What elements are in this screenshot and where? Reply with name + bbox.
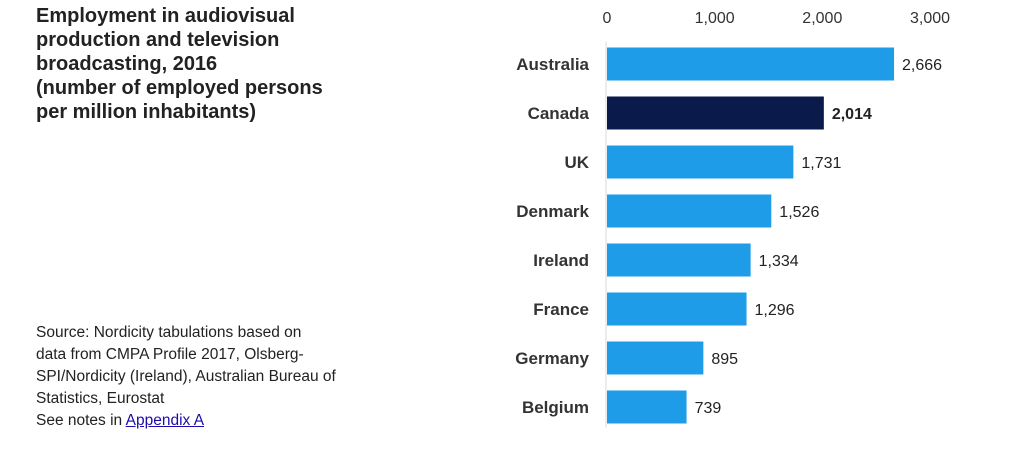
bar-denmark <box>607 194 772 228</box>
notes-line: See notes in Appendix A <box>36 410 366 432</box>
x-tick-label: 2,000 <box>802 10 842 27</box>
category-label: Denmark <box>516 202 589 221</box>
bar-france <box>607 292 747 326</box>
category-label: Canada <box>528 104 590 123</box>
source-note: Source: Nordicity tabulations based on d… <box>36 322 366 432</box>
title-line: production and television <box>36 29 280 51</box>
source-line: data from CMPA Profile 2017, Olsberg- <box>36 346 304 363</box>
value-label: 895 <box>711 351 738 368</box>
bar-germany <box>607 341 704 375</box>
title-line: Employment in audiovisual <box>36 5 295 27</box>
value-label: 1,334 <box>759 253 799 270</box>
x-tick-label: 0 <box>603 10 612 27</box>
category-label: Ireland <box>533 251 589 270</box>
bar-ireland <box>607 243 751 277</box>
value-label: 2,666 <box>902 57 942 74</box>
category-label: France <box>533 300 589 319</box>
title-line: per million inhabitants) <box>36 101 257 123</box>
value-label: 1,296 <box>755 302 795 319</box>
category-label: Belgium <box>522 398 589 417</box>
x-tick-label: 3,000 <box>910 10 950 27</box>
title-line: (number of employed persons <box>36 77 323 99</box>
appendix-a-link[interactable]: Appendix A <box>125 412 205 429</box>
source-line: Source: Nordicity tabulations based on <box>36 324 302 341</box>
bar-australia <box>607 47 895 81</box>
category-label: Germany <box>515 349 589 368</box>
value-label: 1,731 <box>801 155 841 172</box>
bar-canada <box>607 96 824 130</box>
bar-uk <box>607 145 794 179</box>
source-line: Statistics, Eurostat <box>36 390 165 407</box>
value-label: 1,526 <box>779 204 819 221</box>
notes-prefix: See notes in <box>36 412 126 429</box>
source-line: SPI/Nordicity (Ireland), Australian Bure… <box>36 368 336 385</box>
chart-title: Employment in audiovisual production and… <box>36 4 356 124</box>
x-tick-label: 1,000 <box>695 10 735 27</box>
category-label: Australia <box>516 55 589 74</box>
category-label: UK <box>564 153 589 172</box>
value-label: 739 <box>695 400 722 417</box>
title-line: broadcasting, 2016 <box>36 53 218 75</box>
bar-belgium <box>607 390 687 424</box>
value-label: 2,014 <box>832 106 872 123</box>
